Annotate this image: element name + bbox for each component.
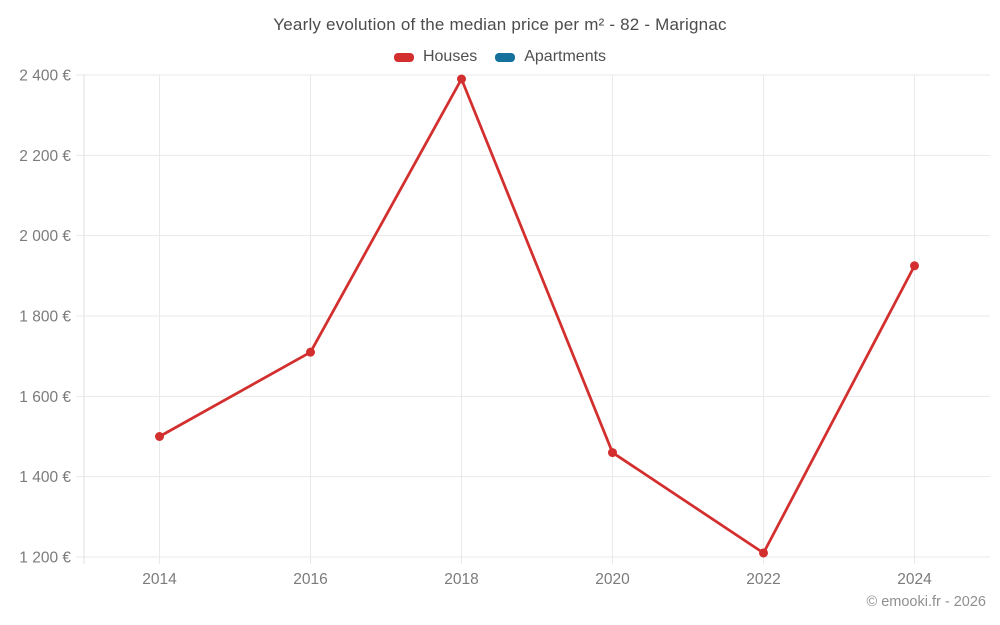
y-axis-tick-label: 1 200 € xyxy=(19,550,71,567)
apartments-legend-label: Apartments xyxy=(524,48,607,65)
legend-item-houses[interactable]: Houses xyxy=(393,48,478,66)
y-axis-tick-label: 2 200 € xyxy=(19,148,71,165)
x-axis-tick-label: 2018 xyxy=(444,571,478,588)
houses-legend-swatch-icon xyxy=(393,52,414,62)
x-axis-tick-label: 2022 xyxy=(746,571,780,588)
houses-data-point-2016[interactable] xyxy=(306,347,315,357)
houses-series-line xyxy=(158,77,916,555)
y-axis-tick-label: 2 400 € xyxy=(19,68,71,85)
houses-data-point-2018[interactable] xyxy=(457,74,466,84)
apartments-legend-swatch-icon xyxy=(495,52,516,62)
credit-footer: © emooki.fr - 2026 xyxy=(866,594,986,610)
legend: Houses Apartments xyxy=(0,46,1000,68)
legend-item-apartments[interactable]: Apartments xyxy=(495,48,606,66)
x-axis-tick-label: 2020 xyxy=(595,571,630,588)
y-axis-tick-label: 1 800 € xyxy=(19,309,71,326)
houses-data-point-2014[interactable] xyxy=(155,432,164,441)
y-axis-tick-label: 2 000 € xyxy=(19,228,71,245)
houses-data-point-2022[interactable] xyxy=(759,548,768,558)
x-axis-tick-label: 2014 xyxy=(142,571,177,588)
chart-title: Yearly evolution of the median price per… xyxy=(273,15,727,34)
houses-data-point-2024[interactable] xyxy=(910,261,919,271)
y-axis-tick-label: 1 400 € xyxy=(19,469,71,486)
x-axis-tick-label: 2016 xyxy=(293,571,327,588)
y-axis-tick-label: 1 600 € xyxy=(19,389,71,406)
houses-legend-label: Houses xyxy=(422,48,478,65)
houses-data-point-2020[interactable] xyxy=(608,448,617,458)
x-axis-tick-label: 2024 xyxy=(897,571,932,588)
